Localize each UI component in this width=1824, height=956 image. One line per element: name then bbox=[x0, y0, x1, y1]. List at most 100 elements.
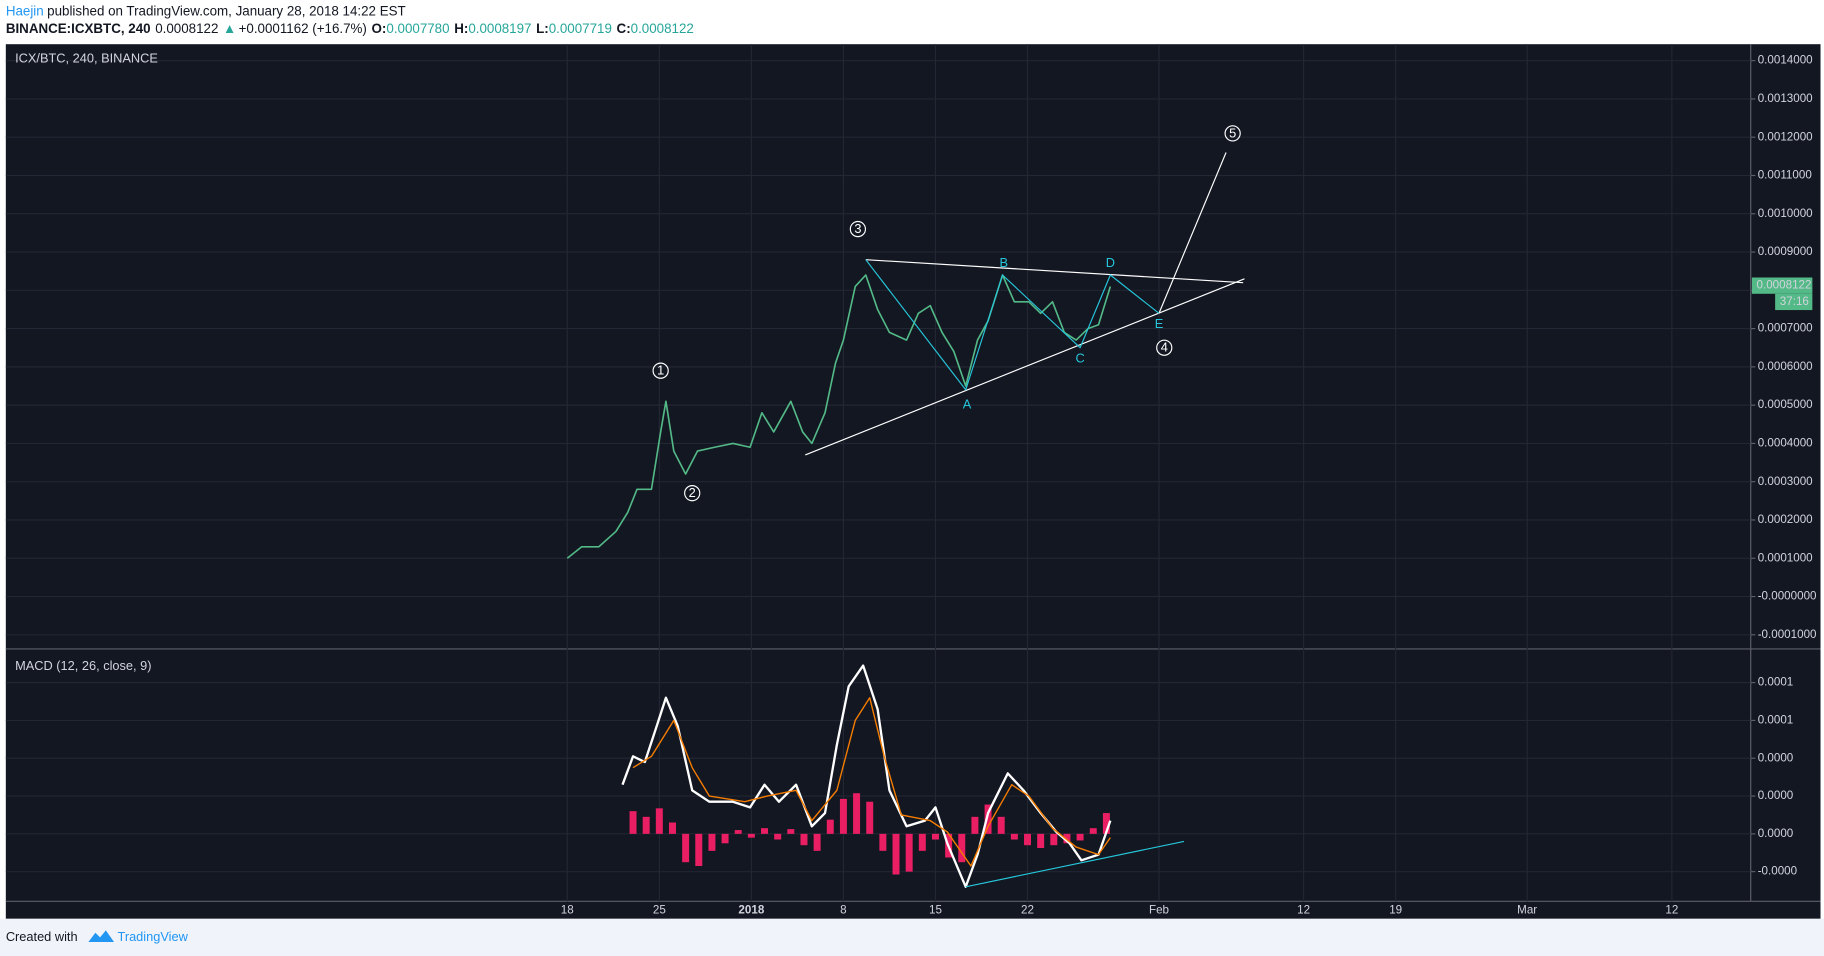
y-tick-label: 0.0001000 bbox=[1758, 551, 1813, 564]
histogram-bar bbox=[892, 833, 900, 875]
x-tick-label: 2018 bbox=[738, 904, 764, 917]
countdown-badge bbox=[1775, 293, 1813, 311]
y-tick-label: 0.0006000 bbox=[1758, 360, 1813, 373]
point-label: E bbox=[1155, 316, 1164, 331]
footer-created: Created with bbox=[6, 929, 78, 944]
y-tick-label: -0.0000 bbox=[1758, 865, 1798, 878]
y-tick-label: 0.0000 bbox=[1758, 789, 1794, 802]
wave-circle bbox=[684, 485, 701, 502]
histogram-bar bbox=[787, 829, 795, 834]
macd-line bbox=[621, 664, 1112, 888]
x-tick-label: 8 bbox=[840, 904, 846, 917]
histogram-bar bbox=[971, 816, 979, 834]
histogram-bar bbox=[931, 833, 939, 840]
point-label: B bbox=[1000, 255, 1009, 270]
y-tick-label: 0.0002000 bbox=[1758, 513, 1813, 526]
histogram-bar bbox=[695, 833, 703, 866]
y-tick-label: -0.0000000 bbox=[1758, 590, 1817, 603]
footer-brand[interactable]: TradingView bbox=[117, 929, 188, 944]
histogram-bar bbox=[682, 833, 690, 863]
trendline bbox=[865, 259, 1160, 391]
histogram-bar bbox=[1076, 833, 1084, 841]
histogram-bar bbox=[853, 793, 861, 834]
histogram-bar bbox=[642, 816, 650, 834]
price-line bbox=[566, 274, 1112, 559]
x-tick-label: 15 bbox=[929, 904, 942, 917]
wave-circle bbox=[1224, 125, 1241, 142]
arrow: ▲ bbox=[223, 21, 236, 36]
wave-label: 1 bbox=[657, 363, 664, 378]
h-value: 0.0008197 bbox=[468, 21, 531, 36]
y-tick-label: 0.0004000 bbox=[1758, 436, 1813, 449]
histogram-bar bbox=[721, 833, 729, 844]
y-tick-label: 0.0005000 bbox=[1758, 398, 1813, 411]
y-tick-label: 0.0011000 bbox=[1758, 169, 1813, 182]
histogram-bar bbox=[761, 828, 769, 834]
histogram-bar bbox=[1102, 813, 1110, 834]
histogram-bar bbox=[905, 833, 913, 872]
last: 0.0008122 bbox=[155, 21, 218, 36]
wave-circle bbox=[1156, 339, 1173, 356]
histogram-bar bbox=[629, 811, 637, 834]
histogram-bar bbox=[1024, 833, 1031, 846]
histogram-bar bbox=[879, 833, 887, 851]
author-link[interactable]: Haejin bbox=[6, 3, 44, 18]
point-label: D bbox=[1106, 255, 1115, 270]
x-tick-label: 25 bbox=[653, 904, 666, 917]
c-label: C: bbox=[617, 21, 631, 36]
histogram-bar bbox=[826, 819, 834, 834]
histogram-bar bbox=[839, 798, 847, 834]
l-label: L: bbox=[536, 21, 549, 36]
point-label: C bbox=[1075, 351, 1084, 366]
y-tick-label: 0.0012000 bbox=[1758, 130, 1813, 143]
x-tick-label: 12 bbox=[1297, 904, 1310, 917]
main-pane-title: ICX/BTC, 240, BINANCE bbox=[15, 51, 158, 66]
last-price-badge bbox=[1751, 277, 1813, 294]
histogram-bar bbox=[774, 833, 782, 840]
trendline bbox=[965, 840, 1185, 888]
histogram-bar bbox=[734, 830, 742, 834]
histogram-bar bbox=[813, 833, 821, 851]
o-value: 0.0007780 bbox=[386, 21, 449, 36]
histogram-bar bbox=[918, 833, 926, 851]
x-tick-label: Feb bbox=[1149, 904, 1169, 917]
published: published on TradingView.com, January 28… bbox=[47, 3, 406, 18]
histogram-bar bbox=[747, 833, 755, 838]
histogram-bar bbox=[1050, 833, 1058, 846]
histogram-bar bbox=[1063, 833, 1071, 844]
c-value: 0.0008122 bbox=[631, 21, 694, 36]
histogram-bar bbox=[984, 804, 992, 834]
x-tick-label: 18 bbox=[561, 904, 574, 917]
y-tick-label: 0.0000 bbox=[1758, 827, 1794, 840]
y-tick-label: 0.0003000 bbox=[1758, 475, 1813, 488]
brand-logo bbox=[88, 930, 114, 943]
histogram-bar bbox=[997, 816, 1005, 834]
histogram-bar bbox=[1037, 833, 1045, 849]
macd-pane-title: MACD (12, 26, close, 9) bbox=[15, 658, 151, 673]
trendline bbox=[865, 259, 1244, 284]
wave-label: 5 bbox=[1229, 125, 1236, 140]
y-tick-label: 0.0001 bbox=[1758, 714, 1794, 727]
x-tick-label: 19 bbox=[1389, 904, 1402, 917]
histogram-bar bbox=[655, 808, 663, 834]
histogram-bar bbox=[866, 801, 874, 834]
point-label: A bbox=[963, 397, 972, 412]
x-tick-label: 12 bbox=[1665, 904, 1678, 917]
x-tick-label: Mar bbox=[1517, 904, 1537, 917]
histogram-bar bbox=[1010, 833, 1018, 840]
histogram-bar bbox=[958, 833, 966, 863]
wave-label: 3 bbox=[854, 221, 861, 236]
plot: 18 25 2018 8 15 22 Feb 12 19 Mar 120.00140000.0013… bbox=[5, 44, 1817, 917]
signal-line bbox=[632, 697, 1111, 867]
header-line-1: Haejin published on TradingView.com, Janu… bbox=[6, 3, 406, 18]
wave-circle bbox=[652, 362, 669, 379]
y-tick-label: 0.0013000 bbox=[1758, 92, 1813, 105]
x-tick-label: 22 bbox=[1021, 904, 1034, 917]
wave-circle bbox=[849, 220, 867, 238]
y-tick-label: 0.0000 bbox=[1758, 751, 1794, 764]
y-tick-label: 0.0010000 bbox=[1758, 207, 1813, 220]
histogram-bar bbox=[708, 833, 716, 851]
last-price-label: 0.0008122 bbox=[1757, 279, 1812, 292]
footer-background bbox=[0, 918, 1824, 956]
